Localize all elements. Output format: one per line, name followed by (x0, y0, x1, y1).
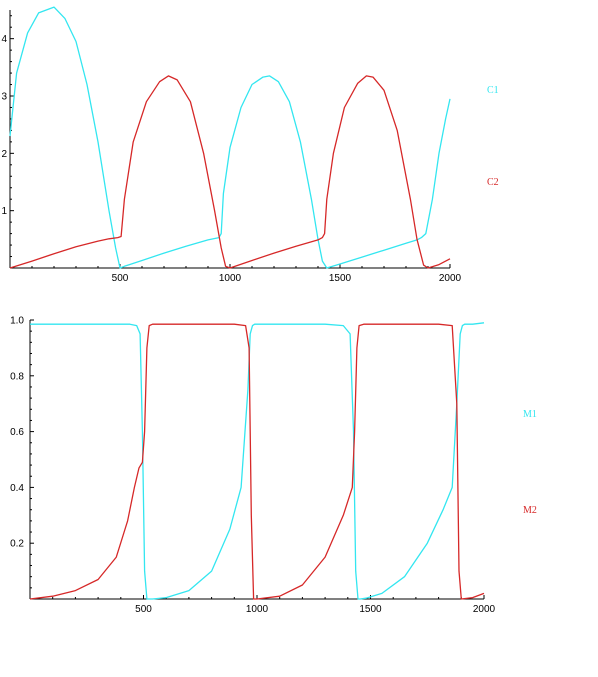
legend-label-m2: M2 (523, 505, 537, 516)
bottom-plot-fraction: 500 1000 1500 2000 0.2 0.4 0.6 0.8 1.0 M1 M2 (10, 316, 537, 616)
series-line-c1 (9, 6, 451, 269)
x-tick-label: 1000 (246, 604, 269, 615)
y-tick-label: 3 (1, 92, 7, 103)
x-tick-label: 1500 (329, 273, 352, 284)
top-plot-concentration: 500 1000 1500 2000 1 2 3 4 C1 C2 (1, 6, 499, 284)
y-tick-label: 2 (1, 149, 7, 160)
legend-label-m1: M1 (523, 409, 537, 420)
x-tick-label: 500 (135, 604, 152, 615)
x-tick-label: 1500 (359, 604, 382, 615)
y-tick-label: 1.0 (10, 316, 24, 327)
series-line-m1 (30, 322, 485, 600)
y-tick-label: 0.6 (10, 427, 24, 438)
y-tick-label: 0.8 (10, 371, 24, 382)
x-tick-label: 2000 (439, 273, 462, 284)
y-tick-label: 1 (1, 206, 7, 217)
y-tick-label: 0.4 (10, 483, 24, 494)
series-line-m2 (29, 323, 485, 600)
x-tick-label: 1000 (219, 273, 242, 284)
y-tick-label: 0.2 (10, 539, 24, 550)
x-tick-label: 2000 (473, 604, 496, 615)
y-tick-label: 4 (1, 34, 7, 45)
x-tick-label: 500 (112, 273, 129, 284)
legend-label-c1: C1 (487, 85, 499, 96)
legend-label-c2: C2 (487, 177, 499, 188)
series-line-c2 (9, 75, 451, 269)
